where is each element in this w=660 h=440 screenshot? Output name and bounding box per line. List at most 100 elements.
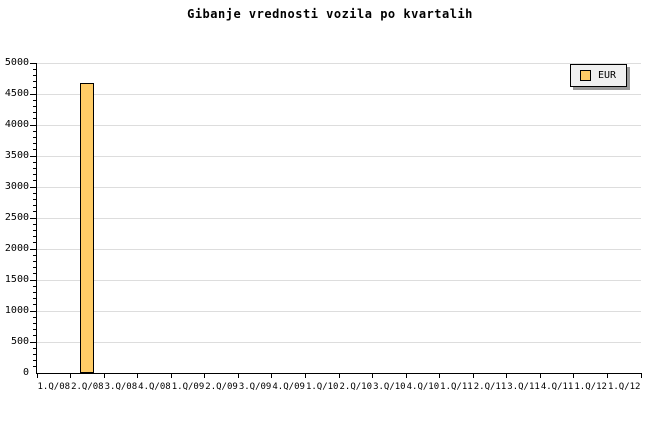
y-tick-label: 4000 bbox=[4, 119, 29, 130]
y-minor-tick bbox=[33, 347, 36, 349]
y-minor-tick bbox=[33, 99, 36, 101]
y-minor-tick bbox=[33, 260, 36, 262]
y-minor-tick bbox=[33, 74, 36, 76]
y-major-tick bbox=[30, 62, 36, 64]
y-minor-tick bbox=[33, 236, 36, 238]
legend-swatch-eur bbox=[580, 70, 591, 81]
y-minor-tick bbox=[33, 267, 36, 269]
y-minor-tick bbox=[33, 167, 36, 169]
x-tick-label: 3.Q/10 bbox=[373, 382, 406, 392]
y-minor-tick bbox=[33, 304, 36, 306]
y-minor-tick bbox=[33, 353, 36, 355]
x-tick-label: 1.Q/10 bbox=[305, 382, 339, 392]
y-minor-tick bbox=[33, 316, 36, 318]
x-tick-label: 1.Q/12 bbox=[607, 382, 641, 392]
x-tick-label: 2.Q/11 bbox=[473, 382, 507, 392]
y-minor-tick bbox=[33, 174, 36, 176]
y-gridline bbox=[37, 62, 641, 64]
y-minor-tick bbox=[33, 149, 36, 151]
y-gridline bbox=[37, 279, 641, 281]
x-tick bbox=[237, 373, 239, 378]
y-minor-tick bbox=[33, 192, 36, 194]
x-tick bbox=[640, 373, 642, 378]
y-minor-tick bbox=[33, 81, 36, 83]
y-minor-tick bbox=[33, 205, 36, 207]
y-tick-label: 5000 bbox=[4, 57, 29, 68]
y-major-tick bbox=[30, 186, 36, 188]
y-tick-label: 2000 bbox=[4, 243, 29, 254]
y-minor-tick bbox=[33, 329, 36, 331]
y-major-tick bbox=[30, 124, 36, 126]
x-tick bbox=[338, 373, 340, 378]
x-tick bbox=[36, 373, 38, 378]
y-major-tick bbox=[30, 248, 36, 250]
y-major-tick bbox=[30, 310, 36, 312]
y-gridline bbox=[37, 93, 641, 95]
y-tick-label: 0 bbox=[22, 367, 29, 378]
y-gridline bbox=[37, 155, 641, 157]
x-tick bbox=[405, 373, 407, 378]
x-tick bbox=[137, 373, 139, 378]
x-tick-label: 4.Q/11 bbox=[540, 382, 574, 392]
x-tick bbox=[204, 373, 206, 378]
y-tick-label: 2500 bbox=[4, 212, 29, 223]
x-tick bbox=[506, 373, 508, 378]
y-minor-tick bbox=[33, 322, 36, 324]
x-tick-label: 2.Q/08 bbox=[71, 382, 104, 392]
y-minor-tick bbox=[33, 223, 36, 225]
y-major-tick bbox=[30, 93, 36, 95]
y-minor-tick bbox=[33, 198, 36, 200]
y-gridline bbox=[37, 310, 641, 312]
x-tick bbox=[439, 373, 441, 378]
y-tick-label: 1000 bbox=[4, 305, 29, 316]
y-minor-tick bbox=[33, 366, 36, 368]
y-minor-tick bbox=[33, 285, 36, 287]
y-minor-tick bbox=[33, 360, 36, 362]
x-tick bbox=[606, 373, 608, 378]
x-tick-label: 1.Q/09 bbox=[171, 382, 205, 392]
x-tick bbox=[103, 373, 105, 378]
x-tick bbox=[271, 373, 273, 378]
y-minor-tick bbox=[33, 298, 36, 300]
y-minor-tick bbox=[33, 161, 36, 163]
y-major-tick bbox=[30, 341, 36, 343]
legend: EUR bbox=[570, 64, 627, 87]
y-tick-label: 500 bbox=[10, 336, 29, 347]
y-minor-tick bbox=[33, 112, 36, 114]
y-tick-label: 4500 bbox=[4, 88, 29, 99]
x-tick-label: 1.Q/12 bbox=[574, 382, 607, 392]
y-minor-tick bbox=[33, 143, 36, 145]
x-tick bbox=[372, 373, 374, 378]
y-gridline bbox=[37, 186, 641, 188]
y-tick-label: 1500 bbox=[4, 274, 29, 285]
legend-label-eur: EUR bbox=[598, 70, 617, 81]
y-tick-label: 3000 bbox=[4, 181, 29, 192]
x-tick bbox=[170, 373, 172, 378]
x-tick-label: 4.Q/08 bbox=[138, 382, 171, 392]
x-tick-label: 2.Q/10 bbox=[339, 382, 373, 392]
y-minor-tick bbox=[33, 242, 36, 244]
x-tick bbox=[573, 373, 575, 378]
y-minor-tick bbox=[33, 118, 36, 120]
plot-area: 0 500 1000 1500 2000 2500 3000 3500 4000 4500 5000… bbox=[5, 58, 642, 392]
y-major-tick bbox=[30, 155, 36, 157]
x-tick bbox=[539, 373, 541, 378]
y-minor-tick bbox=[33, 335, 36, 337]
y-gridline bbox=[37, 217, 641, 219]
y-major-tick bbox=[30, 279, 36, 281]
y-major-tick bbox=[30, 217, 36, 219]
y-minor-tick bbox=[33, 211, 36, 213]
x-tick-label: 1.Q/11 bbox=[440, 382, 473, 392]
y-minor-tick bbox=[33, 105, 36, 107]
chart-title: Gibanje vrednosti vozila po kvartalih bbox=[187, 7, 473, 21]
x-tick-label: 1.Q/08 bbox=[37, 382, 71, 392]
y-minor-tick bbox=[33, 130, 36, 132]
x-tick-label: 4.Q/10 bbox=[406, 382, 440, 392]
y-minor-tick bbox=[33, 273, 36, 275]
y-tick-label: 3500 bbox=[4, 150, 29, 161]
y-minor-tick bbox=[33, 291, 36, 293]
y-minor-tick bbox=[33, 229, 36, 231]
y-minor-tick bbox=[33, 254, 36, 256]
y-gridline bbox=[37, 124, 641, 126]
